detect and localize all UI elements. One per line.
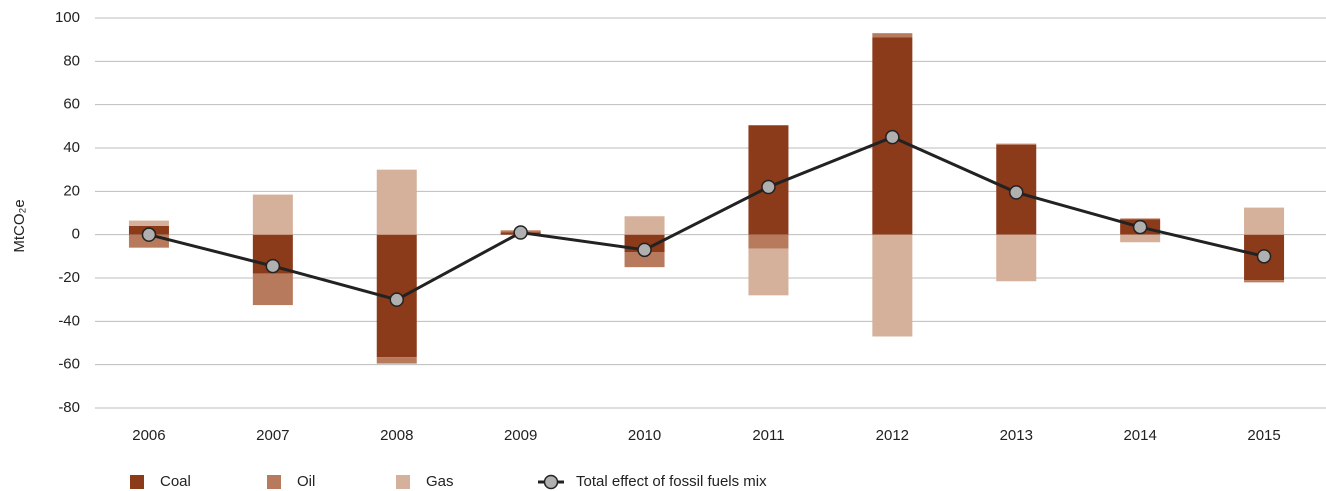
bar-segment xyxy=(872,234,913,337)
bar-segment xyxy=(624,216,665,235)
total-marker xyxy=(265,258,281,274)
y-tick-label: -40 xyxy=(58,312,80,329)
total-marker xyxy=(637,242,652,258)
x-tick-label: 2014 xyxy=(1123,427,1156,444)
bar-segment xyxy=(748,248,789,296)
legend-label: Coal xyxy=(160,473,191,490)
total-marker xyxy=(1132,219,1148,235)
x-tick-label: 2011 xyxy=(752,427,784,444)
bar-segment xyxy=(996,234,1037,282)
legend-swatch xyxy=(267,475,281,489)
bar-segment xyxy=(748,234,789,249)
x-tick-label: 2008 xyxy=(380,427,413,444)
total-marker xyxy=(389,292,404,307)
total-marker xyxy=(141,227,157,242)
legend-marker xyxy=(543,474,559,490)
x-tick-label: 2007 xyxy=(256,427,289,444)
x-tick-label: 2013 xyxy=(1000,427,1033,444)
y-axis-label: MtCO₂e xyxy=(11,199,28,252)
bar-segment xyxy=(996,143,1037,145)
total-marker xyxy=(1256,249,1272,264)
y-tick-label: -20 xyxy=(58,269,80,286)
y-tick-label: 60 xyxy=(63,96,80,113)
bar-segment xyxy=(376,357,417,364)
legend-swatch xyxy=(130,475,144,489)
bar-segment xyxy=(252,273,293,306)
legend-label: Gas xyxy=(426,473,454,490)
bar-segment xyxy=(872,33,913,38)
y-tick-label: 40 xyxy=(63,139,80,156)
x-tick-label: 2009 xyxy=(504,427,537,444)
y-tick-label: 80 xyxy=(63,52,80,69)
bar-segment xyxy=(1244,280,1285,283)
bar-segment xyxy=(1120,218,1161,220)
x-tick-label: 2015 xyxy=(1247,427,1280,444)
total-marker xyxy=(761,179,776,195)
legend-label: Oil xyxy=(297,473,315,490)
bar-segment xyxy=(1244,207,1285,235)
x-tick-label: 2012 xyxy=(876,427,909,444)
x-tick-label: 2010 xyxy=(628,427,661,444)
bar-segment xyxy=(376,169,417,235)
bar-segment xyxy=(624,252,665,268)
y-tick-label: -80 xyxy=(58,399,80,416)
y-tick-label: 0 xyxy=(72,226,80,243)
legend-swatch xyxy=(396,475,410,489)
y-tick-label: 20 xyxy=(63,182,80,199)
x-tick-label: 2006 xyxy=(132,427,165,444)
y-tick-label: -60 xyxy=(58,356,80,373)
total-marker xyxy=(1009,185,1024,200)
total-marker xyxy=(513,225,528,240)
bar-segment xyxy=(252,194,293,235)
total-line xyxy=(148,135,1265,302)
total-marker xyxy=(885,129,900,145)
y-tick-label: 100 xyxy=(55,9,80,26)
bar-segment xyxy=(128,220,169,226)
legend-label: Total effect of fossil fuels mix xyxy=(576,473,767,490)
bar-segment xyxy=(1120,234,1161,243)
